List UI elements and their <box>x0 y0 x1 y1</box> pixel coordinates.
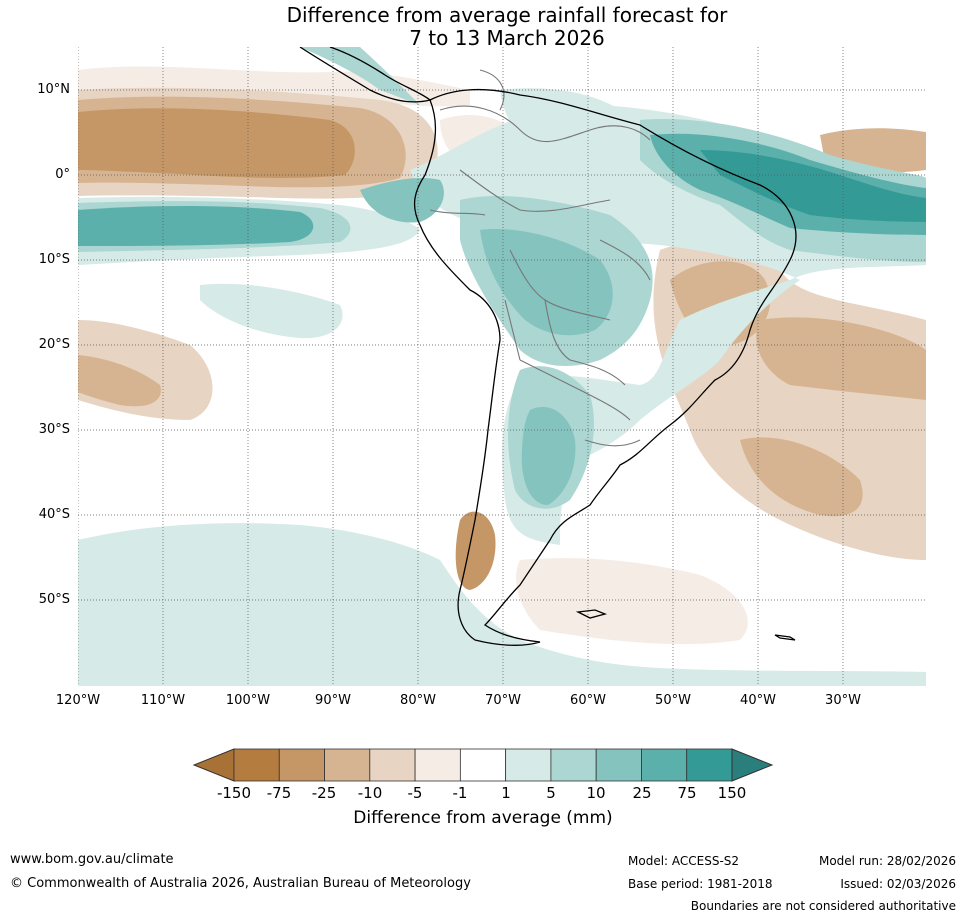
model-run: Model run: 28/02/2026 <box>818 854 956 868</box>
colorbar-tick-label: -1 <box>452 784 468 802</box>
dry-band-equatorial-pacific-core <box>78 108 355 178</box>
colorbar-tick-label: 150 <box>717 784 747 802</box>
map-area <box>78 47 926 686</box>
lon-label-40w: 40°W <box>740 693 776 708</box>
colorbar-tick-label: -10 <box>357 784 383 802</box>
dry-patch-patagonia <box>455 511 496 590</box>
colorbar-swatch <box>595 748 642 782</box>
lon-label-120w: 120°W <box>55 693 101 708</box>
title-line-1: Difference from average rainfall forecas… <box>286 3 728 27</box>
falklands <box>575 609 608 619</box>
lon-label-100w: 100°W <box>225 693 271 708</box>
wet-region-caribbean <box>300 47 420 105</box>
colorbar-tick-label: 10 <box>586 784 606 802</box>
lat-label-0: 0° <box>55 167 70 182</box>
colorbar-arrow-high <box>731 748 774 782</box>
colorbar-tick-label: -150 <box>216 784 252 802</box>
colorbar-swatch <box>550 748 597 782</box>
central-america-outline <box>299 47 432 103</box>
colorbar-tick-label: -25 <box>311 784 337 802</box>
colorbar-swatch <box>324 748 371 782</box>
lon-label-80w: 80°W <box>400 693 436 708</box>
colorbar-tick-label: 25 <box>632 784 652 802</box>
wet-region-southern-ocean-outer <box>78 523 926 686</box>
colorbar <box>192 748 774 782</box>
wet-region-atlantic-equator-strongest <box>700 150 926 222</box>
boundaries-disclaimer: Boundaries are not considered authoritat… <box>690 899 956 913</box>
colorbar-tick-label: -5 <box>407 784 423 802</box>
colorbar-swatch <box>369 748 416 782</box>
colorbar-tick-label: 5 <box>546 784 556 802</box>
dry-patch-south-atlantic-lower <box>740 437 863 517</box>
colorbar-swatch <box>233 748 280 782</box>
lat-label-30s: 30°S <box>38 422 70 437</box>
wet-anomaly-fields <box>78 47 926 686</box>
wet-region-argentina-core <box>521 406 576 505</box>
wet-region-ecuador <box>360 178 444 223</box>
title-line-2: 7 to 13 March 2026 <box>409 26 605 50</box>
south-america-outline <box>413 88 797 646</box>
lat-label-40s: 40°S <box>38 507 70 522</box>
country-borders <box>429 69 651 447</box>
lat-label-10s: 10°S <box>38 252 70 267</box>
colorbar-swatch <box>459 748 507 782</box>
lon-label-30w: 30°W <box>825 693 861 708</box>
colorbar-tick-label: 75 <box>677 784 697 802</box>
wet-region-south-pacific-patch <box>200 283 343 339</box>
colorbar-swatch <box>641 748 688 782</box>
colorbar-swatch <box>686 748 733 782</box>
colorbar-tick-label: -75 <box>266 784 292 802</box>
lat-label-20s: 20°S <box>38 337 70 352</box>
issued-date: Issued: 02/03/2026 <box>840 877 956 891</box>
wet-band-pacific-core <box>78 206 314 246</box>
graticule <box>78 47 926 686</box>
lat-label-10n: 10°N <box>37 82 70 97</box>
colorbar-tick-label: 1 <box>501 784 511 802</box>
dry-patch-argentina-sea <box>516 558 748 645</box>
lon-label-60w: 60°W <box>570 693 606 708</box>
lat-label-50s: 50°S <box>38 592 70 607</box>
dry-patch-south-atlantic-core <box>756 317 926 400</box>
lon-label-90w: 90°W <box>315 693 351 708</box>
model-info: Model: ACCESS-S2 <box>628 854 740 868</box>
colorbar-arrow-low <box>192 748 235 782</box>
wet-region-venezuela <box>500 88 622 150</box>
dry-anomaly-fields <box>78 66 926 645</box>
colorbar-title: Difference from average (mm) <box>353 808 613 828</box>
colorbar-swatch <box>414 748 461 782</box>
colorbar-swatch <box>278 748 325 782</box>
base-period: Base period: 1981-2018 <box>628 877 773 891</box>
copyright: © Commonwealth of Australia 2026, Austra… <box>10 876 471 891</box>
dry-patch-southeast-pacific-core <box>78 355 161 407</box>
lon-label-50w: 50°W <box>655 693 691 708</box>
south-georgia <box>774 634 796 641</box>
lon-label-110w: 110°W <box>140 693 186 708</box>
website-link[interactable]: www.bom.gov.au/climate <box>10 852 174 867</box>
map-title: Difference from average rainfall forecas… <box>0 4 965 50</box>
coastline <box>299 47 797 646</box>
lon-label-70w: 70°W <box>485 693 521 708</box>
colorbar-swatch <box>505 748 552 782</box>
